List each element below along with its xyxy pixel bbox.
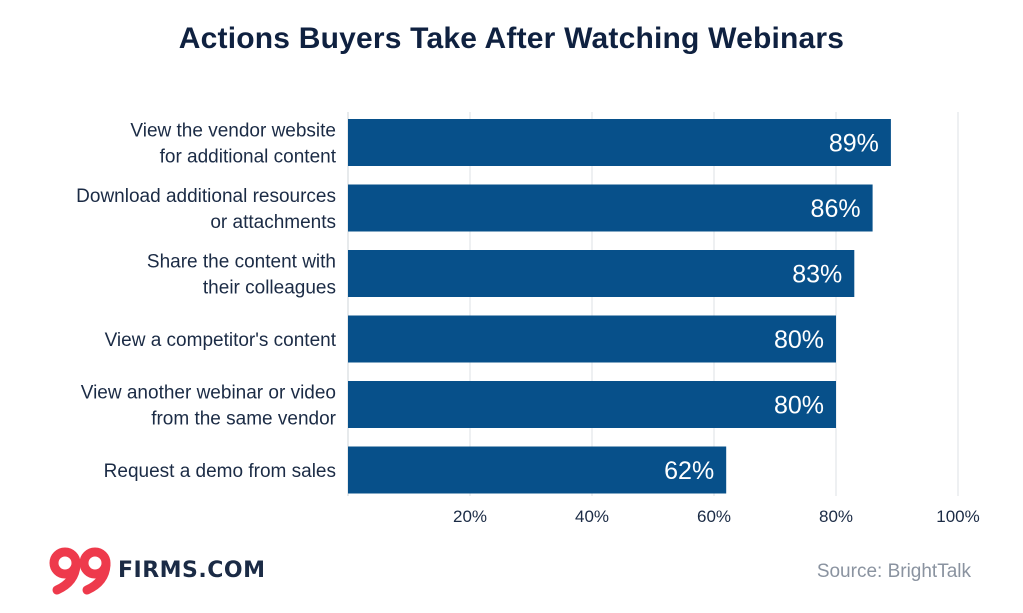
category-label: or attachments — [210, 212, 336, 233]
bar-value-label: 80% — [774, 392, 824, 420]
bar — [348, 446, 727, 494]
category-label: Download additional resources — [76, 186, 336, 207]
bar — [348, 184, 873, 232]
x-tick-label: 100% — [936, 507, 979, 526]
bar — [348, 381, 836, 428]
bar-value-label: 80% — [774, 326, 824, 354]
bar-value-label: 83% — [792, 261, 842, 289]
category-label: Request a demo from sales — [104, 461, 336, 482]
bars — [348, 119, 891, 494]
bar-value-label: 62% — [664, 457, 714, 485]
bar — [348, 119, 891, 166]
logo: FIRMS.COM — [48, 546, 266, 596]
category-label: Share the content with — [147, 252, 336, 273]
bar-value-label: 89% — [829, 130, 879, 158]
category-labels: View the vendor website for additional co… — [76, 121, 337, 483]
category-label: View a competitor's content — [105, 330, 337, 351]
x-tick-label: 40% — [575, 507, 609, 526]
value-labels: 89% 86% 83% 80% 80% 62% — [664, 130, 879, 486]
bar-chart: View the vendor website for additional co… — [76, 112, 980, 526]
x-tick-label: 60% — [697, 507, 731, 526]
category-label: View another webinar or video — [81, 383, 336, 404]
category-label: for additional content — [160, 147, 337, 168]
gridlines — [347, 112, 959, 496]
x-tick-labels: 20% 40% 60% 80% 100% — [453, 507, 980, 526]
source-note: Source: BrightTalk — [816, 561, 971, 582]
x-tick-label: 80% — [819, 507, 853, 526]
category-label: from the same vendor — [151, 409, 336, 430]
bar — [348, 315, 836, 363]
logo-99-mark — [49, 547, 111, 595]
category-label: their colleagues — [203, 278, 336, 299]
bar — [348, 250, 855, 297]
x-tick-label: 20% — [453, 507, 487, 526]
logo-text: FIRMS.COM — [118, 558, 266, 583]
bar-value-label: 86% — [811, 195, 861, 223]
chart-title: Actions Buyers Take After Watching Webin… — [178, 22, 845, 55]
category-label: View the vendor website — [130, 121, 336, 142]
